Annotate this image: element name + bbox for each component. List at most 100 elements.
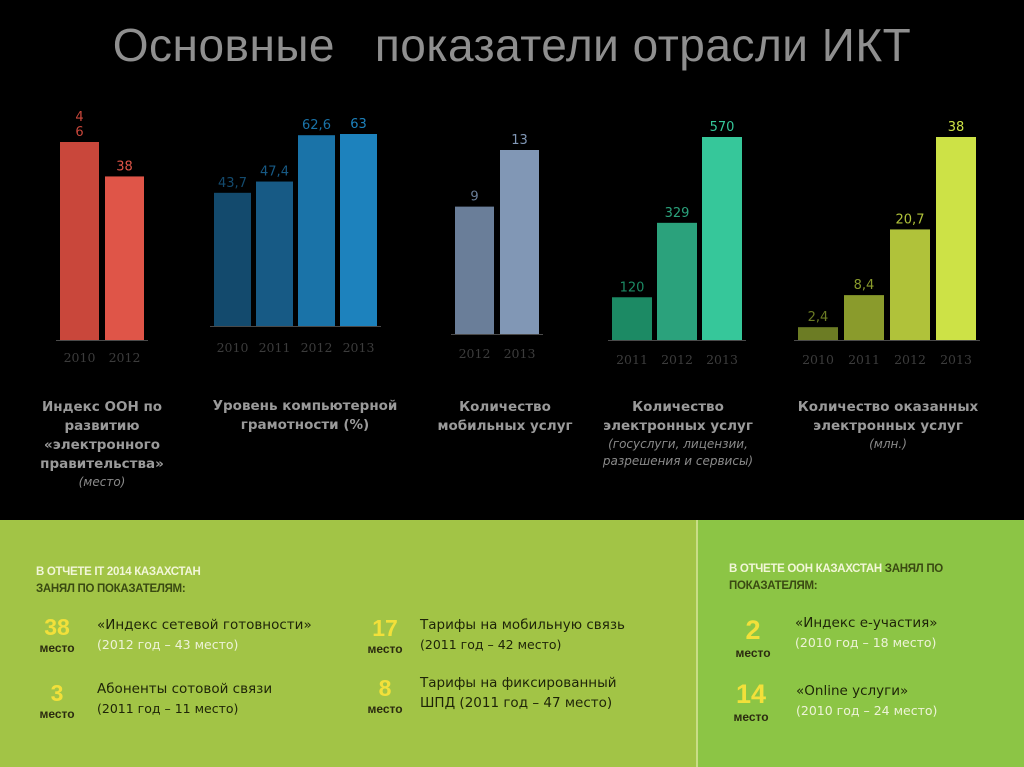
value-label-line: 8,4 [854,278,875,293]
it-report-heading-rest: занял по показателям: [36,583,186,595]
rank-badge: 8 место [355,675,415,717]
rank-badge: 3 место [27,680,87,722]
chart-2-value-label: 62,6 [302,118,331,133]
it-report-heading-highlight: В отчете IT 2014 Казахстан [36,566,201,578]
chart-4-tick-label: 2012 [661,352,693,367]
rank-badge: 2 место [723,615,783,661]
chart-1-tick-label: 2012 [109,350,141,365]
chart-5-tick-label: 2011 [848,352,880,367]
value-label-line: 38 [116,159,133,174]
indicator-sub: (2010 год – 18 место) [795,635,937,650]
chart-1-subtitle: (место) [78,475,126,489]
indicator-title: Абоненты сотовой связи [97,681,273,697]
chart-2-bar [214,192,251,326]
indicator-sub: (2011 год – 42 место) [420,637,562,652]
chart-4-tick-label: 2013 [706,352,738,367]
value-label-line: 2,4 [808,310,829,325]
value-label-line: 38 [948,120,965,135]
chart-4-bar [612,297,652,340]
un-report-panel [698,520,1024,767]
rank-badge: 17 место [355,615,415,657]
chart-2-tick-label: 2012 [301,340,333,355]
chart-2-bar [340,134,377,326]
chart-2-bar [298,135,335,326]
panel-divider [696,520,699,767]
indicator-title: «Online услуги» [796,683,909,699]
rank-badge: 14 место [721,679,781,725]
value-label-line: 9 [470,190,478,205]
chart-2-value-label: 63 [350,117,367,132]
chart-4-value-label: 120 [620,280,645,295]
rank-badge: 38 место [27,614,87,656]
chart-5-bar [936,137,976,340]
value-label-line: 120 [620,280,645,295]
chart-5-tick-label: 2012 [894,352,926,367]
chart-2-bar [256,181,293,326]
chart-1-bar [60,142,99,340]
indicator-sub: (2010 год – 24 место) [796,703,938,718]
chart-5-bar [890,229,930,340]
un-report-heading-rest-2: показателям: [729,580,818,592]
value-label-line: 4 [75,110,83,125]
value-label-line: 62,6 [302,118,331,133]
chart-2-tick-label: 2010 [217,340,249,355]
chart-4-caption: Количество электронных услуг (госуслуги,… [592,398,764,470]
chart-3-bar [455,206,494,334]
rank-number: 2 [745,615,761,645]
value-label-line: 20,7 [896,212,925,227]
chart-2-title: Уровень компьютерной грамотности (%) [212,398,398,433]
rank-word: место [39,707,75,721]
rank-number: 14 [735,679,767,709]
chart-2-value-label: 43,7 [218,176,247,191]
chart-5-value-label: 38 [948,120,965,135]
rank-word: место [733,710,769,724]
rank-number: 3 [50,680,64,706]
chart-1-bar [105,176,144,340]
chart-2-tick-label: 2013 [343,340,375,355]
chart-1-value-label: 38 [116,159,133,174]
chart-5-title: Количество оказанных электронных услуг [797,399,979,434]
chart-5-tick-label: 2013 [940,352,972,367]
un-report-heading: В отчете ООН Казахстан занял по показате… [729,561,989,595]
it-report-heading: В отчете IT 2014 Казахстан занял по пока… [36,564,276,598]
un-report-heading-rest: занял по [881,563,943,575]
chart-5-bar [844,295,884,340]
value-label-line: 13 [511,133,528,148]
value-label-line: 63 [350,117,367,132]
indicator-title: Тарифы на мобильную связь [420,617,625,633]
indicator-item: «Online услуги» (2010 год – 24 место) [796,681,996,720]
chart-2-caption: Уровень компьютерной грамотности (%) [205,397,405,435]
value-label-line: 329 [665,206,690,221]
indicator-sub: (2011 год – 11 место) [97,701,239,716]
chart-4-value-label: 570 [710,120,735,135]
chart-3-tick-label: 2012 [459,346,491,361]
rank-number: 8 [378,675,392,701]
chart-5-caption: Количество оказанных электронных услуг (… [788,398,988,453]
chart-3-bar [500,150,539,334]
page-title: Основные показатели отрасли ИКТ [112,19,912,71]
indicator-title: «Индекс сетевой готовности» [97,617,312,633]
chart-5-value-label: 20,7 [896,212,925,227]
indicator-title: Тарифы на фиксированный [420,675,617,691]
rank-word: место [735,646,771,660]
value-label-line: 6 [75,125,83,140]
chart-3-value-label: 9 [470,190,478,205]
chart-5-subtitle: (млн.) [869,437,907,451]
indicator-item: Абоненты сотовой связи (2011 год – 11 ме… [97,679,357,718]
chart-1-tick-label: 2010 [64,350,96,365]
value-label-line: 570 [710,120,735,135]
rank-number: 38 [44,614,70,640]
chart-3-title: Количество мобильных услуг [437,399,573,434]
rank-word: место [367,702,403,716]
indicator-sub: ШПД (2011 год – 47 место) [420,695,613,711]
chart-4-tick-label: 2011 [616,352,648,367]
chart-1-title: Индекс ООН по развитию «электронного пра… [40,399,164,472]
chart-1-caption: Индекс ООН по развитию «электронного пра… [22,398,182,491]
indicator-item: «Индекс е-участия» (2010 год – 18 место) [795,613,995,652]
chart-2-value-label: 47,4 [260,165,289,180]
chart-4-bar [657,222,697,340]
chart-3-caption: Количество мобильных услуг [430,398,580,436]
value-label-line: 43,7 [218,176,247,191]
rank-word: место [367,642,403,656]
